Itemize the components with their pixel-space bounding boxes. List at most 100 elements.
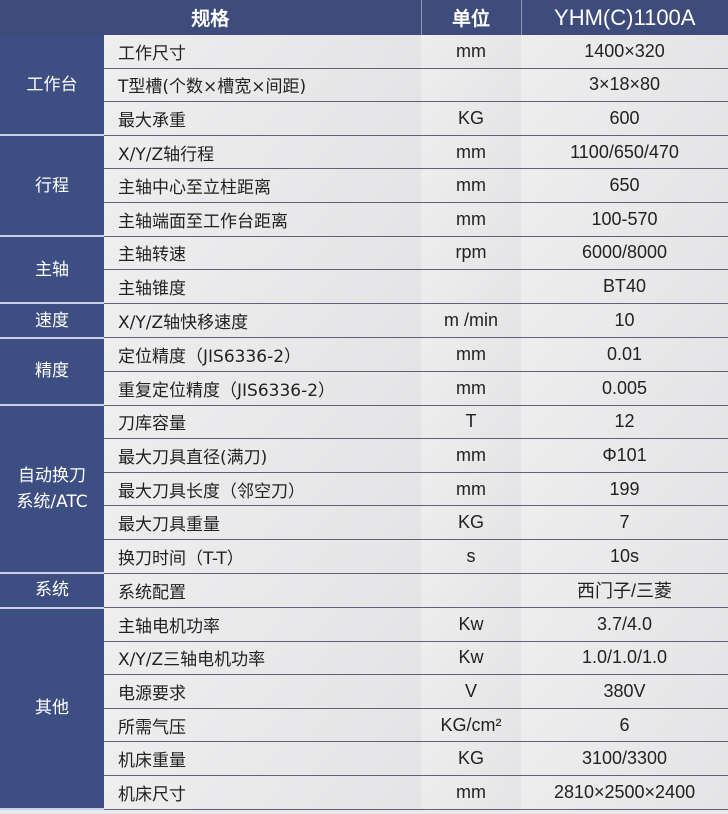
table-row: 机床尺寸 mm 2810×2500×2400 [0,775,728,810]
unit-cell: KG [421,741,522,777]
value-cell: Φ101 [521,438,728,473]
unit-cell: Kw [421,641,522,676]
spec-cell: 重复定位精度（JIS6336-2） [104,371,422,406]
unit-cell: KG/cm² [421,708,522,743]
spec-cell: 主轴端面至工作台距离 [104,202,422,237]
group-label: 主轴 [0,236,104,305]
table-row: 最大刀具长度（邻空刀） mm 199 [0,472,728,507]
unit-cell: T [421,405,522,440]
spec-cell: 机床重量 [104,741,422,777]
unit-cell: s [421,539,522,574]
table-row: 速度 X/Y/Z轴快移速度 m /min 10 [0,303,728,339]
value-cell: 3.7/4.0 [521,607,728,642]
value-cell: 650 [521,168,728,203]
unit-cell [421,68,522,103]
spec-cell: 定位精度（JIS6336-2） [104,337,422,372]
unit-cell: Kw [421,607,522,642]
header-unit: 单位 [421,0,522,35]
table-row: 重复定位精度（JIS6336-2） mm 0.005 [0,371,728,406]
spec-cell: 工作尺寸 [104,35,422,69]
value-cell: 西门子/三菱 [521,573,728,609]
table-row: 行程 X/Y/Z轴行程 mm 1100/650/470 [0,135,728,238]
unit-cell: mm [421,438,522,473]
spec-cell: 系统配置 [104,573,422,609]
unit-cell: mm [421,168,522,203]
group-label: 行程 [0,135,104,238]
header-model: YHM(C)1100A [521,0,728,35]
unit-cell: KG [421,505,522,540]
table-row: 自动换刀 系统/ATC 刀库容量 T 12 [0,405,728,574]
spec-table-body: 工作台 工作尺寸 mm 1400×320 T型槽(个数×槽宽×间距) 3×18×80 最大承… [0,35,728,811]
value-cell: 600 [521,101,728,136]
table-row: 精度 定位精度（JIS6336-2） mm 0.01 [0,337,728,407]
value-cell: 10 [521,303,728,339]
table-row: X/Y/Z三轴电机功率 Kw 1.0/1.0/1.0 [0,641,728,676]
value-cell: 3100/3300 [521,741,728,777]
unit-cell: mm [421,371,522,406]
unit-cell: mm [421,472,522,507]
value-cell: BT40 [521,269,728,304]
value-cell: 2810×2500×2400 [521,775,728,810]
value-cell: 0.005 [521,371,728,406]
spec-cell: 刀库容量 [104,405,422,440]
spec-cell: X/Y/Z轴快移速度 [104,303,422,339]
unit-cell: mm [421,202,522,237]
unit-cell [421,573,522,609]
value-cell: 6 [521,708,728,743]
spec-cell: 主轴锥度 [104,269,422,304]
group-label: 工作台 [0,35,104,137]
group-label: 精度 [0,337,104,407]
unit-cell: m /min [421,303,522,339]
spec-cell: 最大承重 [104,101,422,136]
table-row: 换刀时间（T-T） s 10s [0,539,728,574]
value-cell: 199 [521,472,728,507]
value-cell: 0.01 [521,337,728,372]
table-row: 最大承重 KG 600 [0,101,728,136]
unit-cell [421,269,522,304]
spec-cell: 最大刀具直径(满刀) [104,438,422,473]
unit-cell: mm [421,337,522,372]
value-cell: 380V [521,674,728,709]
unit-cell: mm [421,35,522,69]
spec-cell: 主轴转速 [104,236,422,271]
table-row: 系统 系统配置 西门子/三菱 [0,573,728,609]
spec-cell: 主轴中心至立柱距离 [104,168,422,203]
spec-cell: 主轴电机功率 [104,607,422,642]
table-row: 电源要求 V 380V [0,674,728,709]
value-cell: 1100/650/470 [521,135,728,170]
value-cell: 100-570 [521,202,728,237]
table-row: 其他 主轴电机功率 Kw 3.7/4.0 [0,607,728,811]
table-row: 主轴中心至立柱距离 mm 650 [0,168,728,203]
value-cell: 6000/8000 [521,236,728,271]
unit-cell: rpm [421,236,522,271]
value-cell: 1.0/1.0/1.0 [521,641,728,676]
group-label: 速度 [0,303,104,339]
unit-cell: V [421,674,522,709]
value-cell: 7 [521,505,728,540]
spec-cell: 所需气压 [104,708,422,743]
value-cell: 1400×320 [521,35,728,69]
group-label: 其他 [0,607,104,811]
table-row: 主轴端面至工作台距离 mm 100-570 [0,202,728,237]
value-cell: 12 [521,405,728,440]
table-row: 机床重量 KG 3100/3300 [0,741,728,777]
spec-cell: 电源要求 [104,674,422,709]
value-cell: 3×18×80 [521,68,728,103]
table-row: T型槽(个数×槽宽×间距) 3×18×80 [0,68,728,103]
group-label: 系统 [0,573,104,609]
table-row: 主轴锥度 BT40 [0,269,728,304]
table-row: 工作台 工作尺寸 mm 1400×320 [0,35,728,137]
spec-cell: 换刀时间（T-T） [104,539,422,574]
spec-cell: X/Y/Z三轴电机功率 [104,641,422,676]
unit-cell: mm [421,775,522,810]
header-row: 规格 单位 YHM(C)1100A [0,0,728,35]
spec-cell: 最大刀具重量 [104,505,422,540]
table-row: 所需气压 KG/cm² 6 [0,708,728,743]
table-row: 主轴 主轴转速 rpm 6000/8000 [0,236,728,305]
unit-cell: mm [421,135,522,170]
table-row: 最大刀具直径(满刀) mm Φ101 [0,438,728,473]
value-cell: 10s [521,539,728,574]
header-spec: 规格 [0,0,422,35]
spec-cell: 最大刀具长度（邻空刀） [104,472,422,507]
